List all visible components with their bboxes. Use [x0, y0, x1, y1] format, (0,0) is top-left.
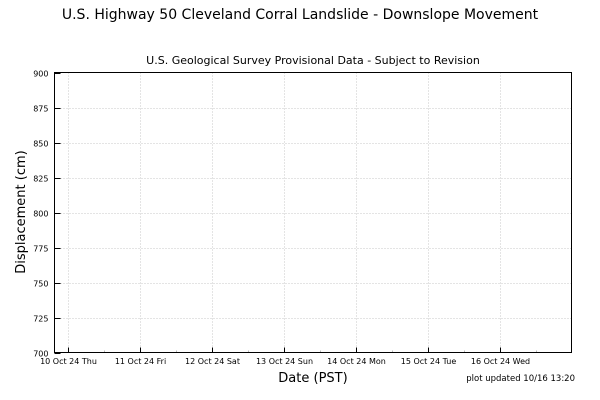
- plot-updated-note: plot updated 10/16 13:20: [466, 374, 575, 384]
- chart-title: U.S. Highway 50 Cleveland Corral Landsli…: [62, 7, 539, 23]
- x-tick-label: 13 Oct 24 Sun: [256, 357, 313, 366]
- y-tick-label: 700: [33, 350, 48, 359]
- x-tick-label: 14 Oct 24 Mon: [327, 357, 386, 366]
- x-tick-label: 15 Oct 24 Tue: [401, 357, 457, 366]
- y-axis: 700 725 750 775 800 825 850 875 900: [33, 70, 61, 359]
- y-axis-label: Displacement (cm): [14, 150, 29, 273]
- x-tick-label: 11 Oct 24 Fri: [115, 357, 166, 366]
- x-tick-label: 16 Oct 24 Wed: [471, 357, 530, 366]
- y-tick-label: 800: [33, 210, 48, 219]
- y-tick-label: 725: [33, 315, 48, 324]
- x-tick-label: 12 Oct 24 Sat: [185, 357, 240, 366]
- x-axis-label: Date (PST): [278, 371, 347, 386]
- chart-subtitle: U.S. Geological Survey Provisional Data …: [146, 54, 480, 67]
- y-tick-label: 750: [33, 280, 48, 289]
- y-tick-label: 850: [33, 140, 48, 149]
- plot-frame: [54, 72, 572, 353]
- y-tick-label: 775: [33, 245, 48, 254]
- x-axis: 10 Oct 24 Thu 11 Oct 24 Fri 12 Oct 24 Sat 1…: [40, 347, 537, 366]
- y-tick-label: 875: [33, 105, 48, 114]
- x-tick-label: 10 Oct 24 Thu: [40, 357, 97, 366]
- y-tick-label: 900: [33, 70, 48, 79]
- grid-lines: [54, 72, 572, 353]
- y-tick-label: 825: [33, 175, 48, 184]
